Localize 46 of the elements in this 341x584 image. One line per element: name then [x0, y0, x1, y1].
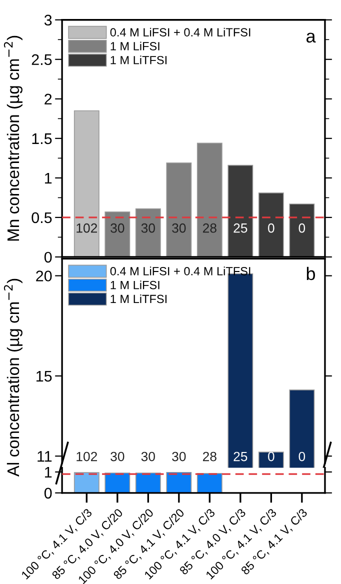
y-tick-label: 0 [44, 488, 52, 499]
annotation: 28 [202, 223, 216, 233]
y-tick-label: 0 [44, 252, 52, 263]
y-tick-label: 15 [36, 370, 52, 382]
y-tick-label: 0.5 [32, 212, 52, 224]
legend-label: 1 M LiFSI [110, 280, 160, 290]
legend-label: 1 M LiFSI [110, 42, 160, 50]
annotation: 25 [234, 452, 248, 462]
annotation: 0 [268, 223, 274, 233]
bar [258, 192, 284, 257]
annotation: 30 [141, 452, 155, 462]
bar [166, 162, 192, 257]
y-tick-label: 2 [44, 94, 52, 104]
y-axis-title: Mn concentration (µg cm$^{−2}$) [4, 36, 22, 241]
annotation: b [306, 266, 316, 280]
legend-label: 1 M LiTFSI [110, 56, 167, 64]
bar [135, 208, 161, 257]
annotation: 30 [172, 223, 186, 233]
annotation: 0 [298, 223, 306, 233]
y-tick-label: 20 [36, 270, 52, 282]
legend-label: 0.4 M LiFSI + 0.4 M LiTFSI [110, 266, 250, 276]
bar [196, 142, 222, 257]
annotation: 30 [110, 452, 124, 462]
annotation: 28 [202, 452, 216, 462]
y-tick-label: 11 [38, 451, 52, 462]
bar [228, 164, 254, 257]
annotation: 30 [172, 452, 186, 462]
annotation: 25 [234, 223, 248, 233]
annotation: 30 [110, 223, 124, 233]
annotation: 0 [298, 452, 306, 462]
annotation: 102 [76, 223, 98, 233]
y-tick-label: 1 [45, 466, 52, 478]
bar [289, 204, 315, 257]
bar [104, 211, 130, 257]
y-tick-label: 3 [44, 14, 52, 26]
bar [74, 110, 100, 257]
y-tick-label: 1.5 [32, 133, 52, 144]
annotation: 0 [268, 452, 274, 462]
legend-label: 0.4 M LiFSI + 0.4 M LiTFSI [110, 28, 250, 36]
annotation: 30 [141, 223, 155, 233]
y-tick-label: 2.5 [32, 54, 52, 66]
y-tick-label: 1 [45, 172, 52, 184]
annotation: 102 [76, 452, 98, 462]
y-axis-title: Al concentration (µg cm$^{−2}$) [4, 278, 22, 477]
annotation: a [306, 32, 316, 43]
legend-label: 1 M LiTFSI [110, 294, 167, 304]
